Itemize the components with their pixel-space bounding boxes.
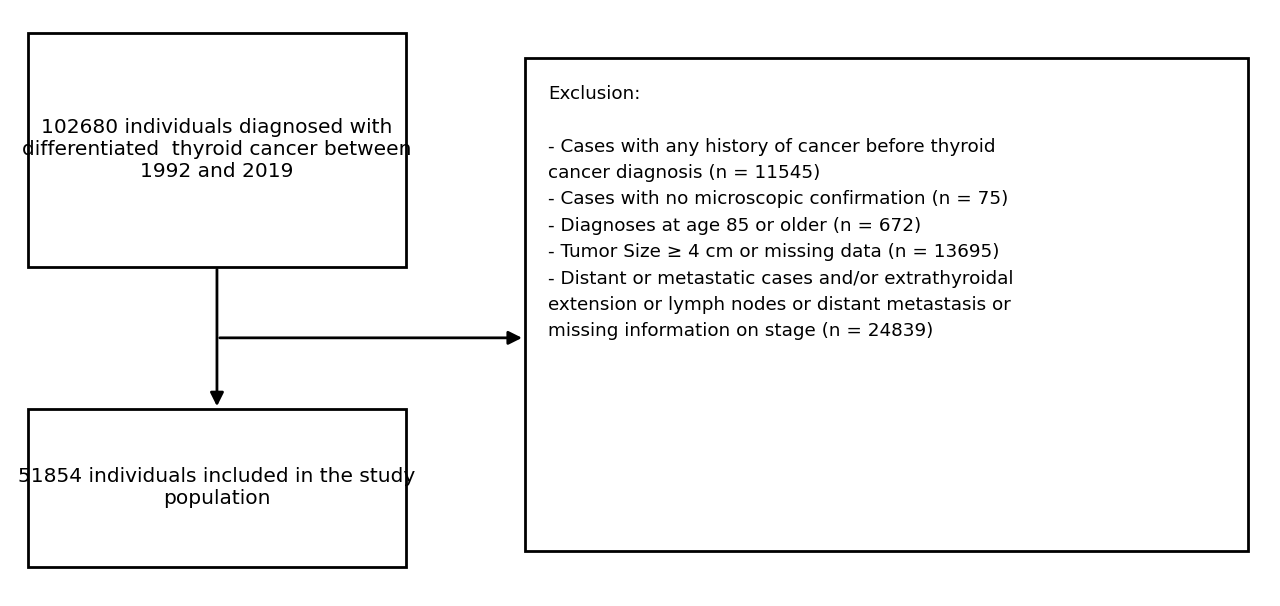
Text: Exclusion:

- Cases with any history of cancer before thyroid
cancer diagnosis (: Exclusion: - Cases with any history of c… bbox=[548, 85, 1014, 341]
FancyBboxPatch shape bbox=[525, 58, 1248, 551]
Text: 51854 individuals included in the study
population: 51854 individuals included in the study … bbox=[18, 467, 416, 508]
FancyBboxPatch shape bbox=[28, 409, 406, 567]
Text: 102680 individuals diagnosed with
differentiated  thyroid cancer between
1992 an: 102680 individuals diagnosed with differ… bbox=[22, 119, 412, 181]
FancyBboxPatch shape bbox=[28, 33, 406, 267]
